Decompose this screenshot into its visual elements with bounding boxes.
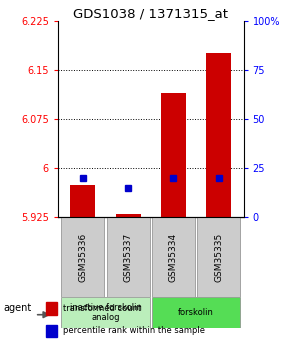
Bar	[46, 302, 57, 315]
Bar	[197, 217, 240, 297]
Text: forskolin: forskolin	[178, 308, 214, 317]
Title: GDS1038 / 1371315_at: GDS1038 / 1371315_at	[73, 7, 228, 20]
Text: percentile rank within the sample: percentile rank within the sample	[63, 326, 205, 335]
Text: GSM35334: GSM35334	[169, 233, 178, 282]
Text: inactive forskolin
analog: inactive forskolin analog	[70, 303, 142, 322]
Bar	[152, 217, 195, 297]
Text: agent: agent	[3, 303, 31, 313]
Text: GSM35336: GSM35336	[78, 233, 87, 282]
Bar	[206, 53, 231, 217]
Text: GSM35335: GSM35335	[214, 233, 223, 282]
Bar	[107, 217, 150, 297]
Bar	[46, 325, 57, 337]
Text: transformed count: transformed count	[63, 304, 141, 313]
Text: GSM35337: GSM35337	[124, 233, 133, 282]
Bar	[61, 297, 150, 328]
Bar	[152, 297, 240, 328]
Bar	[61, 217, 104, 297]
Bar	[116, 214, 141, 217]
Bar	[70, 185, 95, 217]
Bar	[161, 93, 186, 217]
